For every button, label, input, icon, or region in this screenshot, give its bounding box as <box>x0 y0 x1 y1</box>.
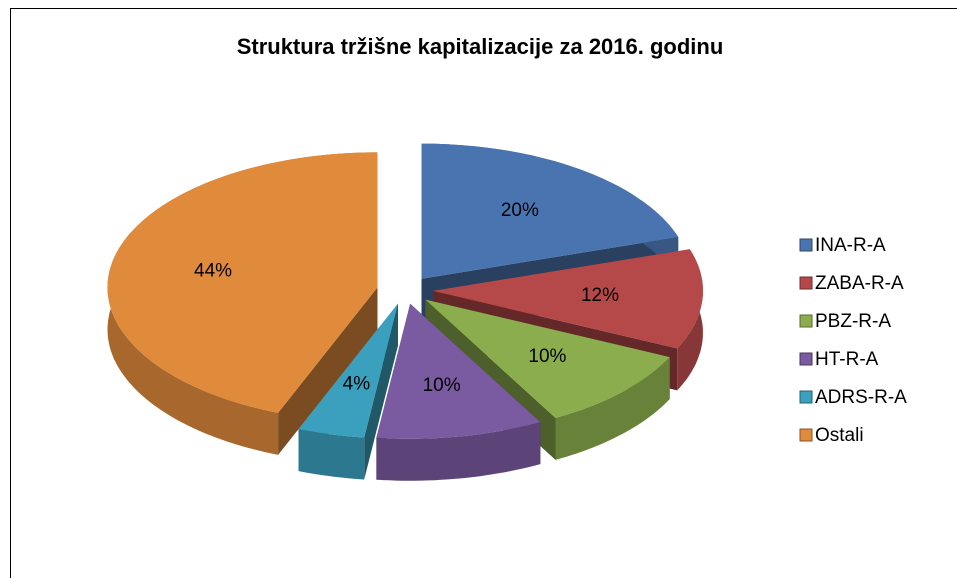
legend-label: ADRS-R-A <box>815 387 907 408</box>
legend-label: INA-R-A <box>815 235 886 256</box>
legend-swatch <box>799 314 813 328</box>
legend-swatch <box>799 238 813 252</box>
data-label: 10% <box>423 375 461 396</box>
slice-top <box>376 303 541 439</box>
legend-label: Ostali <box>815 425 864 446</box>
legend-swatch <box>799 390 813 404</box>
slice-top <box>425 299 670 418</box>
legend-label: HT-R-A <box>815 349 879 370</box>
chart-title: Struktura tržišne kapitalizacije za 2016… <box>237 34 724 59</box>
slice-wall <box>555 357 670 460</box>
pie-slice <box>107 152 378 455</box>
legend-swatch <box>799 428 813 442</box>
legend-swatch <box>799 276 813 290</box>
legend-label: PBZ-R-A <box>815 311 891 332</box>
legend-swatch <box>799 352 813 366</box>
slice-top <box>421 143 679 279</box>
slice-top <box>432 249 703 349</box>
pie-slice <box>298 303 398 480</box>
slice-top <box>107 152 378 413</box>
data-label: 44% <box>194 261 232 282</box>
data-label: 4% <box>343 374 371 395</box>
data-label: 10% <box>528 346 566 367</box>
slice-side <box>278 287 378 455</box>
data-label: 20% <box>501 200 539 221</box>
slice-top <box>298 303 398 438</box>
slice-wall <box>376 422 541 481</box>
slice-wall <box>298 429 365 480</box>
data-label: 12% <box>581 285 619 306</box>
pie-slice <box>376 303 541 481</box>
legend-label: ZABA-R-A <box>815 273 904 294</box>
